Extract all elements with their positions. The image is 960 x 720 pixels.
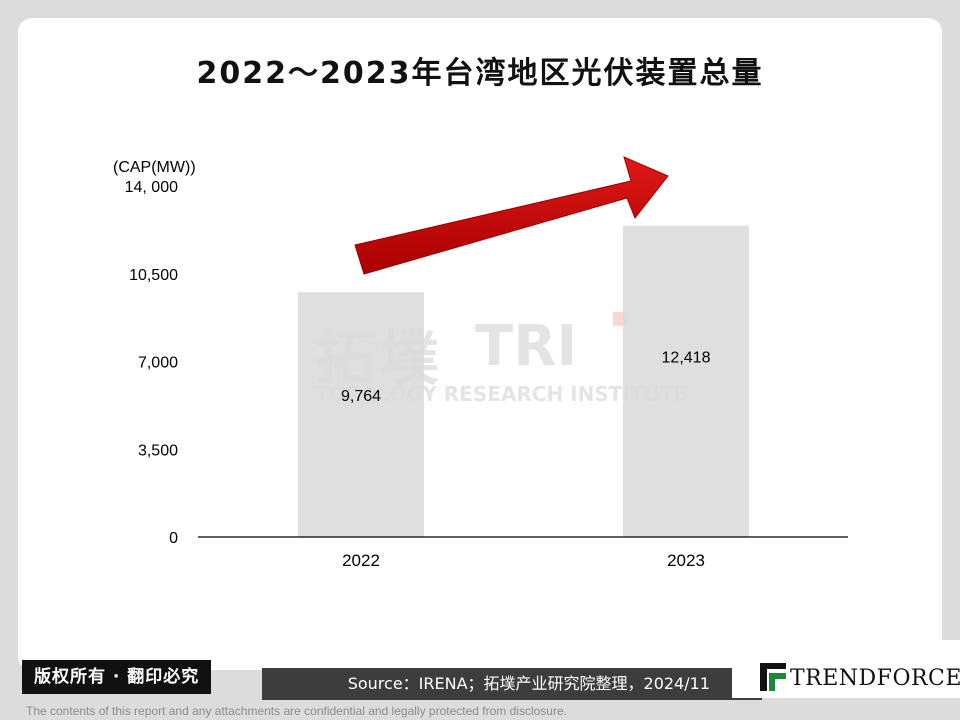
copyright-notice: 版权所有 · 翻印必究 [22,660,212,694]
data-label-2023: 12,418 [662,349,711,366]
trendforce-logo-icon [760,663,786,691]
trend-arrow [354,156,669,275]
bar-2023 [623,225,749,537]
y-tick-label: 14, 000 [125,179,178,196]
y-tick-label: 3,500 [138,442,178,459]
trendforce-logo-text: TRENDFORCE [790,666,960,691]
data-label-2022: 9,764 [341,388,381,405]
bar-2022 [298,292,424,537]
x-tick-label: 2023 [667,551,705,570]
chart-title: 2022～2023年台湾地区光伏装置总量 [196,56,764,91]
source-note: Source：IRENA；拓墣产业研究院整理，2024/11 [262,668,762,700]
y-tick-label: 0 [169,530,178,547]
x-tick-label: 2022 [342,551,380,570]
y-tick-label: 7,000 [138,355,178,372]
disclaimer: The contents of this report and any atta… [26,704,567,718]
y-tick-label: 10,500 [129,267,178,284]
slide-card [18,18,942,670]
y-unit-label: (CAP(MW)) [113,159,196,176]
